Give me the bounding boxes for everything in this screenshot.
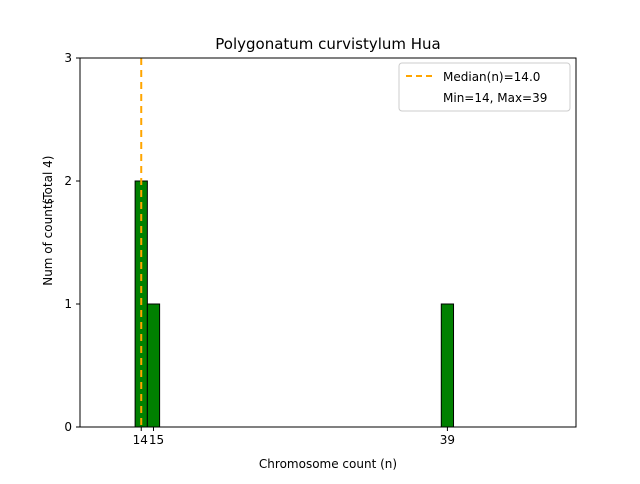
y-axis-ticks: 0 1 2 3 <box>64 51 80 434</box>
chart-title: Polygonatum curvistylum Hua <box>215 35 440 53</box>
x-axis-label: Chromosome count (n) <box>259 457 397 471</box>
legend: Median(n)=14.0 Min=14, Max=39 <box>398 62 571 112</box>
y-tick-label-2: 2 <box>64 174 72 188</box>
x-tick-label-14: 14 <box>133 433 148 447</box>
legend-median-label: Median(n)=14.0 <box>443 70 540 84</box>
legend-box <box>398 62 571 112</box>
y-axis-total-label: (Total 4) <box>41 156 55 205</box>
x-tick-label-39: 39 <box>440 433 455 447</box>
legend-range-label: Min=14, Max=39 <box>443 91 547 105</box>
y-tick-label-0: 0 <box>64 420 72 434</box>
y-tick-label-1: 1 <box>64 297 72 311</box>
y-tick-label-3: 3 <box>64 51 72 65</box>
plot-area-frame <box>79 57 577 428</box>
y-axis-label: Num of counts <box>41 198 55 286</box>
histogram-bar-15 <box>146 303 161 428</box>
histogram-bar-39 <box>440 303 455 428</box>
x-axis-ticks: 14 15 39 <box>133 427 455 447</box>
x-tick-label-15: 15 <box>149 433 164 447</box>
